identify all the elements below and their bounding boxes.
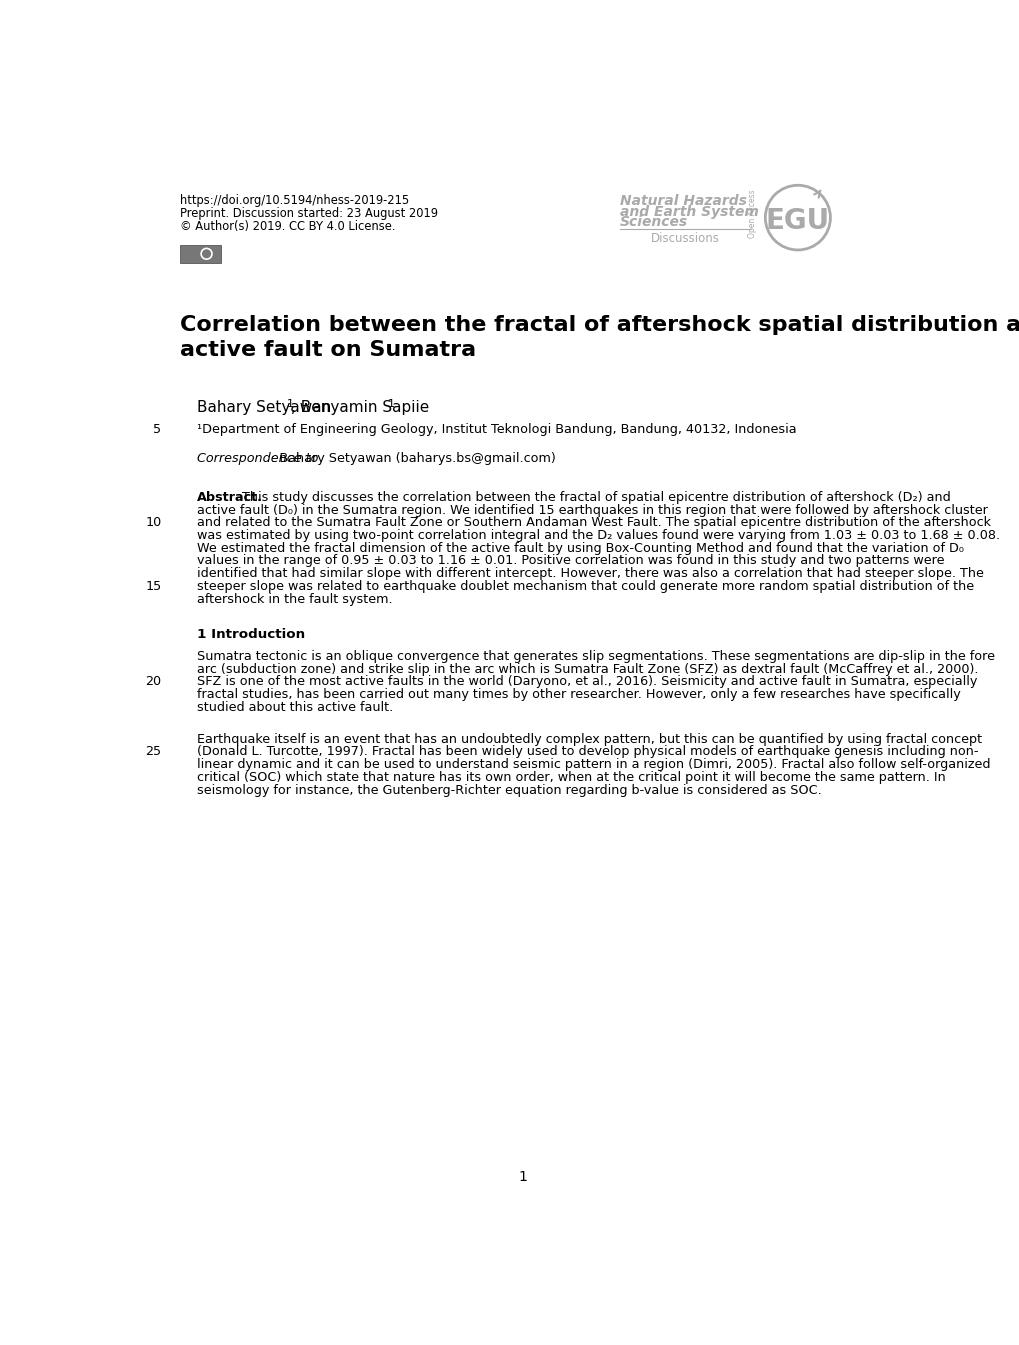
Text: 1: 1 (286, 398, 293, 409)
Text: Discussions: Discussions (650, 233, 719, 245)
Text: We estimated the fractal dimension of the active fault by using Box-Counting Met: We estimated the fractal dimension of th… (197, 542, 963, 554)
Text: https://doi.org/10.5194/nhess-2019-215: https://doi.org/10.5194/nhess-2019-215 (180, 194, 409, 207)
Text: CC: CC (183, 249, 198, 258)
Text: values in the range of 0.95 ± 0.03 to 1.16 ± 0.01. Positive correlation was foun: values in the range of 0.95 ± 0.03 to 1.… (197, 554, 944, 568)
Text: and related to the Sumatra Fault Zone or Southern Andaman West Fault. The spatia: and related to the Sumatra Fault Zone or… (197, 516, 990, 530)
Text: Sumatra tectonic is an oblique convergence that generates slip segmentations. Th: Sumatra tectonic is an oblique convergen… (197, 650, 995, 663)
Text: 20: 20 (146, 675, 161, 689)
Text: 5: 5 (153, 424, 161, 436)
Text: 25: 25 (146, 745, 161, 759)
Text: was estimated by using two-point correlation integral and the D₂ values found we: was estimated by using two-point correla… (197, 529, 1000, 542)
Text: critical (SOC) which state that nature has its own order, when at the critical p: critical (SOC) which state that nature h… (197, 771, 945, 784)
Text: Abstract.: Abstract. (197, 491, 263, 504)
Text: Earthquake itself is an event that has an undoubtedly complex pattern, but this : Earthquake itself is an event that has a… (197, 733, 981, 745)
Text: identified that had similar slope with different intercept. However, there was a: identified that had similar slope with d… (197, 568, 983, 580)
Text: 1: 1 (518, 1170, 527, 1184)
Text: © Author(s) 2019. CC BY 4.0 License.: © Author(s) 2019. CC BY 4.0 License. (180, 221, 395, 233)
Text: : Bahary Setyawan (baharys.bs@gmail.com): : Bahary Setyawan (baharys.bs@gmail.com) (271, 452, 555, 465)
Text: ¹Department of Engineering Geology, Institut Teknologi Bandung, Bandung, 40132, : ¹Department of Engineering Geology, Inst… (197, 424, 796, 436)
Text: Open Access: Open Access (748, 190, 757, 238)
Text: Preprint. Discussion started: 23 August 2019: Preprint. Discussion started: 23 August … (180, 207, 438, 219)
Text: and Earth System: and Earth System (619, 204, 758, 218)
Text: 1 Introduction: 1 Introduction (197, 628, 305, 642)
Text: Bahary Setyawan: Bahary Setyawan (197, 399, 331, 416)
Text: linear dynamic and it can be used to understand seismic pattern in a region (Dim: linear dynamic and it can be used to und… (197, 759, 989, 771)
Text: 15: 15 (145, 580, 161, 593)
Text: fractal studies, has been carried out many times by other researcher. However, o: fractal studies, has been carried out ma… (197, 689, 960, 701)
Text: BY: BY (196, 258, 205, 264)
Text: , Benyamin Sapiie: , Benyamin Sapiie (290, 399, 429, 416)
Text: arc (subduction zone) and strike slip in the arc which is Sumatra Fault Zone (SF: arc (subduction zone) and strike slip in… (197, 663, 978, 675)
Text: aftershock in the fault system.: aftershock in the fault system. (197, 593, 392, 605)
Text: Natural Hazards: Natural Hazards (619, 194, 746, 207)
Text: seismology for instance, the Gutenberg-Richter equation regarding b-value is con: seismology for instance, the Gutenberg-R… (197, 784, 821, 796)
Text: Correlation between the fractal of aftershock spatial distribution and: Correlation between the fractal of after… (180, 315, 1019, 335)
Bar (180, 245, 220, 264)
Text: i: i (205, 249, 208, 258)
Text: steeper slope was related to earthquake doublet mechanism that could generate mo: steeper slope was related to earthquake … (197, 580, 973, 593)
Text: 10: 10 (145, 516, 161, 530)
Text: Correspondence to: Correspondence to (197, 452, 318, 465)
Text: SFZ is one of the most active faults in the world (Daryono, et al., 2016). Seism: SFZ is one of the most active faults in … (197, 675, 976, 689)
Text: active fault on Sumatra: active fault on Sumatra (180, 340, 476, 360)
Text: EGU: EGU (765, 207, 829, 235)
Text: (Donald L. Turcotte, 1997). Fractal has been widely used to develop physical mod: (Donald L. Turcotte, 1997). Fractal has … (197, 745, 978, 759)
Text: Sciences: Sciences (619, 215, 687, 229)
Text: active fault (D₀) in the Sumatra region. We identified 15 earthquakes in this re: active fault (D₀) in the Sumatra region.… (197, 503, 987, 516)
Text: 1: 1 (387, 398, 394, 409)
Text: studied about this active fault.: studied about this active fault. (197, 701, 393, 714)
Text: This study discusses the correlation between the fractal of spatial epicentre di: This study discusses the correlation bet… (237, 491, 950, 504)
